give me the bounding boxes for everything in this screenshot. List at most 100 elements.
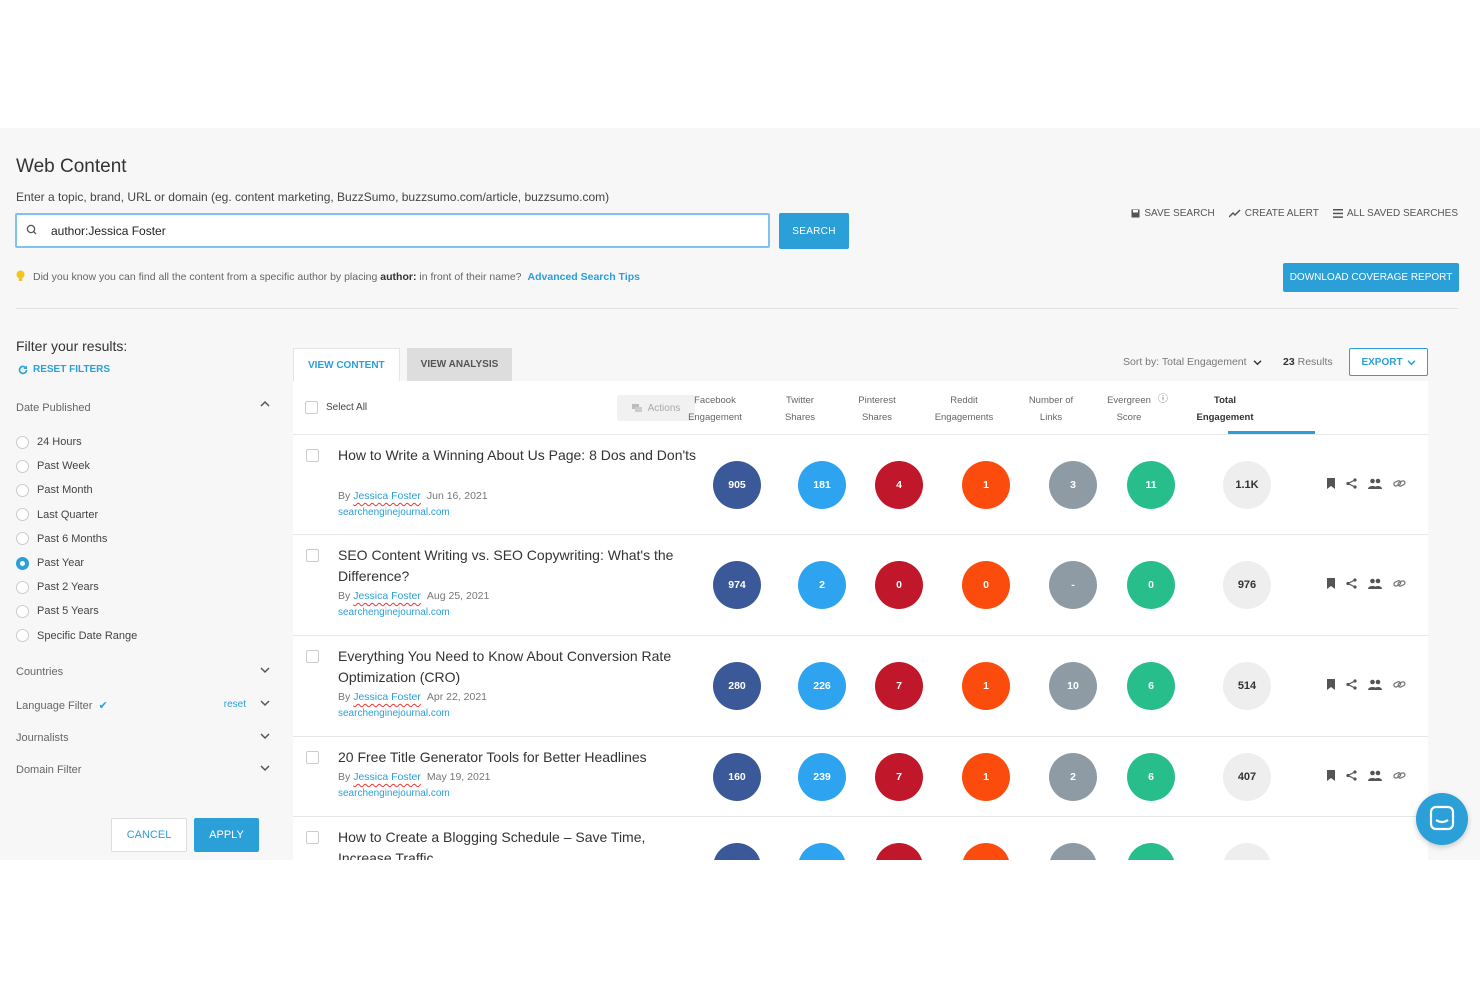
- domain-filter-label: Domain Filter: [16, 764, 82, 776]
- radio-button[interactable]: [16, 459, 29, 473]
- share-icon[interactable]: [1346, 679, 1357, 690]
- results-number: 23: [1283, 356, 1295, 368]
- export-button[interactable]: EXPORT: [1349, 348, 1428, 376]
- radio-button[interactable]: [16, 629, 29, 643]
- date-option[interactable]: Past 6 Months: [16, 527, 137, 551]
- select-all[interactable]: Select All: [305, 401, 367, 414]
- article-title[interactable]: How to Write a Winning About Us Page: 8 …: [338, 447, 697, 463]
- column-header[interactable]: Reddit Engagements: [919, 392, 1009, 426]
- table-row[interactable]: How to Write a Winning About Us Page: 8 …: [293, 435, 1428, 535]
- article-title[interactable]: SEO Content Writing vs. SEO Copywriting:…: [338, 547, 674, 584]
- advanced-search-tips-link[interactable]: Advanced Search Tips: [527, 270, 640, 283]
- bookmark-icon[interactable]: [1327, 478, 1335, 489]
- row-checkbox[interactable]: [306, 831, 319, 844]
- save-search-link[interactable]: SAVE SEARCH: [1131, 208, 1215, 219]
- search-icon: [26, 224, 37, 235]
- column-header[interactable]: Evergreen Score ⓘ: [1084, 392, 1174, 426]
- author-link[interactable]: Jessica Foster: [353, 771, 421, 783]
- apply-button[interactable]: APPLY: [194, 818, 259, 852]
- radio-button[interactable]: [16, 556, 29, 570]
- sort-dropdown[interactable]: Sort by: Total Engagement: [1123, 356, 1262, 368]
- radio-button[interactable]: [16, 580, 29, 594]
- row-checkbox[interactable]: [306, 549, 319, 562]
- table-row[interactable]: SEO Content Writing vs. SEO Copywriting:…: [293, 535, 1428, 636]
- column-header[interactable]: Number of Links: [1006, 392, 1096, 426]
- date-option[interactable]: 24 Hours: [16, 430, 137, 454]
- radio-button[interactable]: [16, 435, 29, 449]
- table-row[interactable]: How to Create a Blogging Schedule – Save…: [293, 817, 1428, 860]
- domain-filter[interactable]: Domain Filter: [16, 764, 270, 776]
- users-icon[interactable]: [1368, 770, 1382, 781]
- article-title[interactable]: How to Create a Blogging Schedule – Save…: [338, 829, 646, 860]
- share-icon[interactable]: [1346, 478, 1357, 489]
- users-icon[interactable]: [1368, 578, 1382, 589]
- cancel-button[interactable]: CANCEL: [111, 818, 187, 852]
- row-checkbox[interactable]: [306, 650, 319, 663]
- date-option[interactable]: Past Week: [16, 454, 137, 478]
- column-header-line2: Shares: [861, 412, 893, 423]
- date-option[interactable]: Past 2 Years: [16, 575, 137, 599]
- bookmark-icon[interactable]: [1327, 770, 1335, 781]
- date-option[interactable]: Past Year: [16, 551, 137, 575]
- all-saved-searches-label: ALL SAVED SEARCHES: [1346, 208, 1458, 219]
- radio-button[interactable]: [16, 604, 29, 618]
- search-button[interactable]: SEARCH: [779, 213, 849, 249]
- link-icon[interactable]: [1393, 479, 1406, 488]
- share-icon[interactable]: [1346, 578, 1357, 589]
- date-option[interactable]: Specific Date Range: [16, 624, 137, 648]
- domain-link[interactable]: searchenginejournal.com: [338, 708, 450, 719]
- table-row[interactable]: 20 Free Title Generator Tools for Better…: [293, 737, 1428, 817]
- link-icon[interactable]: [1393, 579, 1406, 588]
- select-all-checkbox[interactable]: [305, 401, 318, 414]
- row-checkbox[interactable]: [306, 449, 319, 462]
- author-link[interactable]: Jessica Foster: [353, 490, 421, 502]
- radio-button[interactable]: [16, 508, 29, 522]
- link-icon[interactable]: [1393, 680, 1406, 689]
- users-icon[interactable]: [1368, 478, 1382, 489]
- article-title[interactable]: 20 Free Title Generator Tools for Better…: [338, 749, 647, 765]
- all-saved-searches-link[interactable]: ALL SAVED SEARCHES: [1332, 208, 1458, 219]
- radio-button[interactable]: [16, 532, 29, 546]
- bookmark-icon[interactable]: [1327, 578, 1335, 589]
- search-input[interactable]: [51, 215, 751, 246]
- row-checkbox[interactable]: [306, 751, 319, 764]
- download-coverage-report-button[interactable]: DOWNLOAD COVERAGE REPORT: [1283, 263, 1459, 292]
- journalists-filter[interactable]: Journalists: [16, 732, 270, 744]
- bookmark-icon[interactable]: [1327, 679, 1335, 690]
- domain-link[interactable]: searchenginejournal.com: [338, 788, 450, 799]
- info-icon[interactable]: ⓘ: [1158, 394, 1168, 405]
- domain-link[interactable]: searchenginejournal.com: [338, 507, 450, 518]
- actions-button[interactable]: Actions: [617, 395, 695, 421]
- chat-widget-button[interactable]: [1416, 793, 1468, 845]
- pinterest-metric: [875, 843, 923, 860]
- tab-view-content[interactable]: VIEW CONTENT: [293, 348, 400, 381]
- users-icon[interactable]: [1368, 679, 1382, 690]
- trend-icon: [1228, 209, 1241, 218]
- date-option[interactable]: Past Month: [16, 478, 137, 502]
- date-published-header[interactable]: Date Published: [16, 400, 270, 414]
- link-icon[interactable]: [1393, 771, 1406, 780]
- column-header[interactable]: Total Engagement: [1180, 392, 1270, 426]
- reset-filters-link[interactable]: RESET FILTERS: [18, 364, 110, 375]
- table-row[interactable]: Everything You Need to Know About Conver…: [293, 636, 1428, 737]
- results-label: Results: [1297, 356, 1333, 368]
- column-header[interactable]: Facebook Engagement: [670, 392, 760, 426]
- row-actions: [1327, 770, 1406, 781]
- radio-button[interactable]: [16, 483, 29, 497]
- share-icon[interactable]: [1346, 770, 1357, 781]
- author-link[interactable]: Jessica Foster: [353, 590, 421, 602]
- byline: By Jessica Foster Apr 22, 2021: [338, 691, 487, 703]
- domain-link[interactable]: searchenginejournal.com: [338, 607, 450, 618]
- create-alert-link[interactable]: CREATE ALERT: [1228, 208, 1319, 219]
- countries-filter[interactable]: Countries: [16, 666, 270, 678]
- search-box[interactable]: [15, 213, 770, 248]
- date-option[interactable]: Last Quarter: [16, 503, 137, 527]
- author-link[interactable]: Jessica Foster: [353, 691, 421, 703]
- language-reset-link[interactable]: reset: [223, 699, 246, 710]
- column-header[interactable]: Pinterest Shares: [832, 392, 922, 426]
- tab-view-analysis[interactable]: VIEW ANALYSIS: [406, 348, 513, 381]
- language-filter[interactable]: Language Filter ✔ reset: [16, 699, 270, 712]
- article-title[interactable]: Everything You Need to Know About Conver…: [338, 648, 672, 685]
- column-header[interactable]: Twitter Shares: [755, 392, 845, 426]
- date-option[interactable]: Past 5 Years: [16, 599, 137, 623]
